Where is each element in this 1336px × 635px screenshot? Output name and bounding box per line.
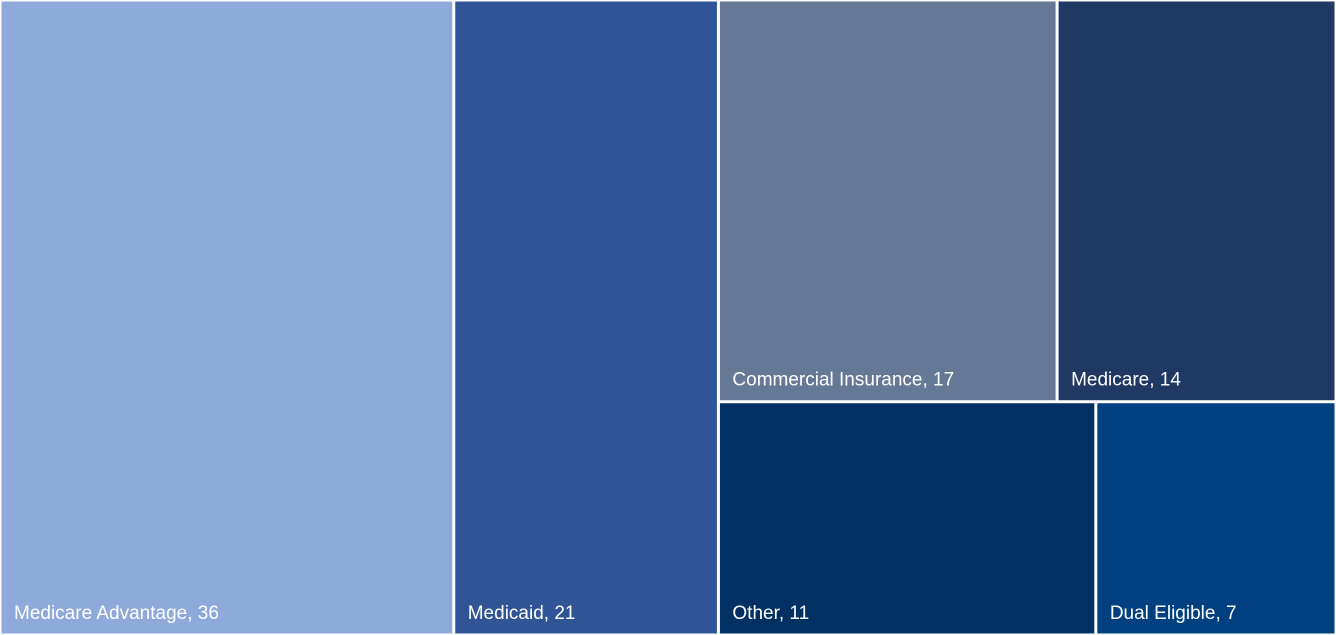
cell-label: Other, 11 (732, 603, 809, 624)
cell-label: Medicare Advantage, 36 (14, 603, 219, 624)
cell-label: Medicaid, 21 (468, 603, 576, 624)
treemap-cell (1, 1, 453, 634)
treemap-cell (455, 1, 717, 634)
cell-label: Commercial Insurance, 17 (732, 370, 954, 391)
treemap-cell (719, 1, 1056, 401)
treemap-cell (1058, 1, 1335, 401)
cell-label: Medicare, 14 (1071, 370, 1181, 391)
treemap-cell (1097, 403, 1335, 634)
treemap-cell (719, 403, 1095, 634)
cell-label: Dual Eligible, 7 (1110, 603, 1237, 624)
